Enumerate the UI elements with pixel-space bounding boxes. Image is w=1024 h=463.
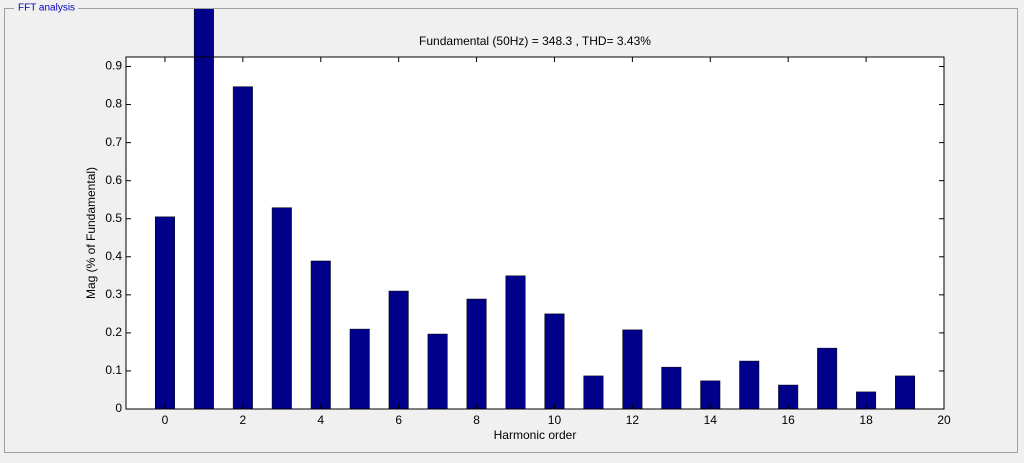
bar xyxy=(544,313,565,410)
bar xyxy=(583,375,604,410)
panel-title-bg xyxy=(14,2,78,14)
y-axis-label: Mag (% of Fundamental) xyxy=(84,167,98,299)
bar xyxy=(817,347,838,410)
y-tick-label: 0.5 xyxy=(105,211,122,225)
bar xyxy=(310,260,331,410)
chart-title: Fundamental (50Hz) = 348.3 , THD= 3.43% xyxy=(419,34,651,48)
x-tick-label: 4 xyxy=(317,413,324,427)
bar xyxy=(505,275,526,410)
x-tick-label: 6 xyxy=(395,413,402,427)
bar xyxy=(154,216,175,410)
y-tick-label: 0.1 xyxy=(105,363,122,377)
x-axis-label: Harmonic order xyxy=(494,428,577,442)
y-tick-label: 0.7 xyxy=(105,135,122,149)
y-tick-label: 0.2 xyxy=(105,325,122,339)
x-tick-label: 0 xyxy=(162,413,169,427)
y-tick-label: 0.6 xyxy=(105,173,122,187)
x-tick-label: 16 xyxy=(782,413,796,427)
x-tick-label: 14 xyxy=(704,413,718,427)
bar xyxy=(739,360,760,410)
axes-background xyxy=(126,57,944,409)
bar xyxy=(388,290,409,410)
y-tick-label: 0 xyxy=(115,401,122,415)
x-tick-label: 10 xyxy=(548,413,562,427)
bar xyxy=(349,328,370,410)
axes-box xyxy=(125,56,945,410)
panel-title: FFT analysis xyxy=(18,3,75,14)
x-tick-label: 20 xyxy=(937,413,951,427)
x-tick-label: 12 xyxy=(626,413,640,427)
y-tick-label: 0.4 xyxy=(105,249,122,263)
x-tick-label: 8 xyxy=(473,413,480,427)
y-tick-label: 0.9 xyxy=(105,59,122,73)
bar xyxy=(622,329,643,410)
bar xyxy=(271,207,292,410)
bar xyxy=(427,333,448,410)
bar xyxy=(466,298,487,410)
bar xyxy=(895,375,916,410)
bar xyxy=(232,86,253,410)
bar xyxy=(661,366,682,410)
x-tick-label: 18 xyxy=(859,413,873,427)
y-tick-label: 0.3 xyxy=(105,287,122,301)
x-tick-label: 2 xyxy=(240,413,247,427)
y-tick-label: 0.8 xyxy=(105,97,122,111)
bar xyxy=(193,9,214,410)
